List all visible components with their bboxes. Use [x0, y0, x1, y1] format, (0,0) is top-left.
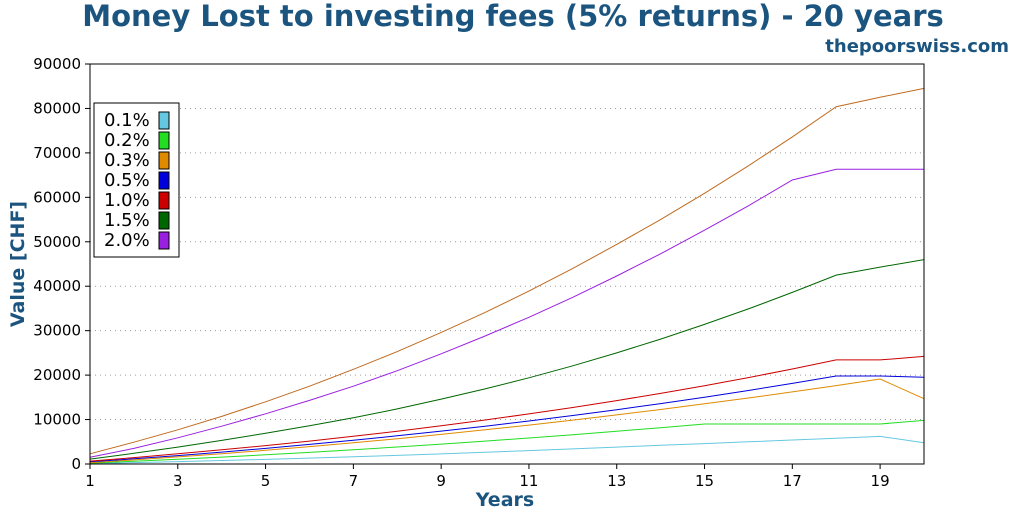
y-axis-label: Value [CHF] — [7, 201, 29, 327]
legend-label-2: 0.3% — [104, 150, 150, 171]
legend-label-6: 2.0% — [104, 230, 150, 251]
y-tick-label-7: 70000 — [33, 144, 81, 162]
legend-swatch-6 — [158, 231, 170, 250]
legend-label-0: 0.1% — [104, 110, 150, 131]
x-tick-label-7: 15 — [695, 472, 714, 490]
x-axis-label: Years — [475, 489, 534, 511]
x-tick-label-5: 11 — [519, 472, 538, 490]
legend-label-3: 0.5% — [104, 170, 150, 191]
x-tick-label-1: 3 — [173, 472, 183, 490]
y-tick-label-3: 30000 — [33, 322, 81, 340]
series-line-7 — [89, 87, 925, 455]
series-line-6 — [89, 168, 924, 458]
y-tick-label-9: 90000 — [33, 55, 81, 73]
series-line-5 — [89, 259, 925, 460]
series-line-1 — [89, 419, 925, 464]
series-line-0 — [89, 435, 925, 465]
series-layer — [89, 87, 925, 465]
x-tick-label-3: 7 — [349, 472, 359, 490]
chart-subtitle: thepoorswiss.com — [825, 36, 1009, 57]
y-tick-label-0: 0 — [71, 455, 81, 473]
legend-swatch-4 — [158, 191, 170, 210]
y-tick-label-1: 10000 — [33, 411, 81, 429]
x-tick-label-2: 5 — [261, 472, 271, 490]
series-line-2 — [89, 378, 925, 464]
x-tick-label-6: 13 — [607, 472, 626, 490]
x-axis-ticks: 1 3 5 7 9 11 13 15 17 19 — [85, 464, 890, 490]
x-tick-label-0: 1 — [85, 472, 95, 490]
y-tick-label-6: 60000 — [33, 188, 81, 206]
legend-label-1: 0.2% — [104, 130, 150, 151]
y-tick-label-5: 50000 — [33, 233, 81, 251]
legend-swatch-0 — [158, 111, 170, 130]
x-tick-label-4: 9 — [436, 472, 446, 490]
y-tick-label-4: 40000 — [33, 277, 81, 295]
y-tick-label-2: 20000 — [33, 366, 81, 384]
chart-title: Money Lost to investing fees (5% returns… — [82, 0, 944, 33]
x-tick-label-9: 19 — [871, 472, 890, 490]
y-tick-label-8: 80000 — [33, 99, 81, 117]
series-line-3 — [89, 375, 925, 463]
legend: 0.1%0.2%0.3%0.5%1.0%1.5%2.0% — [93, 102, 180, 258]
y-axis-ticks: 0 10000 20000 30000 40000 50000 60000 70000 8000… — [33, 55, 90, 473]
gridlines — [90, 63, 924, 421]
x-tick-label-8: 17 — [783, 472, 802, 490]
legend-swatch-5 — [158, 211, 170, 230]
legend-label-5: 1.5% — [104, 210, 150, 231]
legend-swatch-1 — [158, 131, 170, 150]
legend-label-4: 1.0% — [104, 190, 150, 211]
legend-swatch-3 — [158, 171, 170, 190]
series-line-4 — [89, 355, 925, 462]
legend-swatch-2 — [158, 151, 170, 170]
plot-frame — [89, 63, 925, 465]
